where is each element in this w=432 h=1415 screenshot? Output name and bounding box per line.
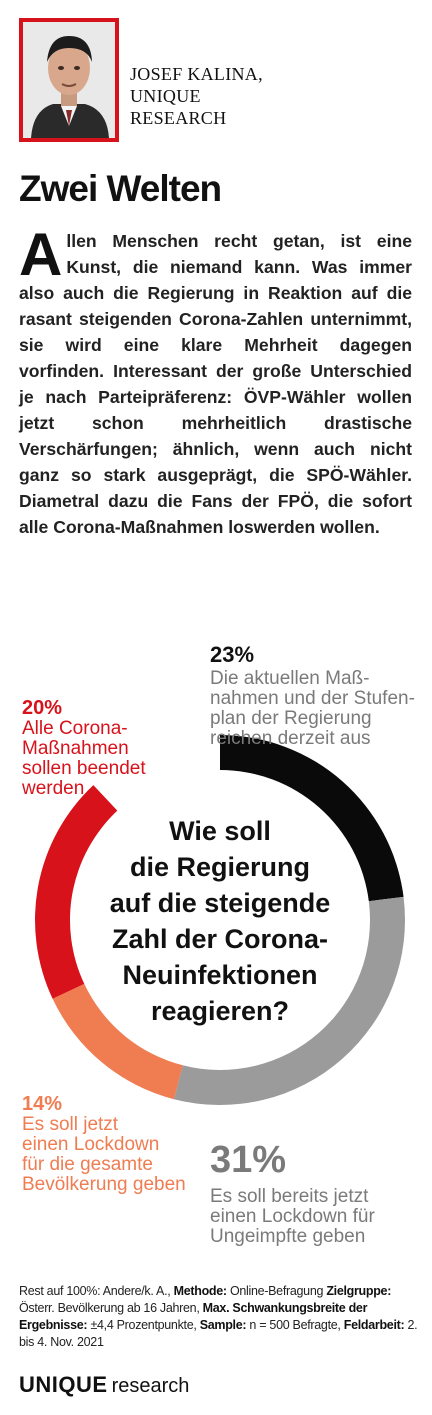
slice-description-line: Die aktuellen Maß- <box>210 668 369 689</box>
survey-footnote: Rest auf 100%: Andere/k. A., Methode: On… <box>19 1283 419 1351</box>
center-title-line: auf die steigende <box>110 888 331 918</box>
slice-description-line: sollen beendet <box>22 758 146 779</box>
slice-description-line: nahmen und der Stufen- <box>210 688 415 709</box>
footnote-feldarbeit-label: Feldarbeit: <box>343 1318 405 1332</box>
slice-description-line: Alle Corona- <box>22 718 128 739</box>
slice-description-line: Es soll jetzt <box>22 1114 119 1135</box>
donut-chart: Wie soll die Regierung auf die steigende Za… <box>21 642 415 1247</box>
footnote-methode-label: Methode: <box>173 1284 227 1298</box>
slice-description-line: einen Lockdown <box>22 1134 159 1155</box>
logo-research: research <box>111 1375 190 1397</box>
center-title-line: reagieren? <box>151 996 289 1026</box>
author-photo <box>19 18 119 142</box>
donut-slice-31-percent <box>173 896 406 1105</box>
slice-labels: 23%Die aktuellen Maß-nahmen und der Stuf… <box>21 642 415 1247</box>
slice-percent-label: 31% <box>210 1139 286 1181</box>
donut-slices <box>34 735 406 1105</box>
footnote-sample-label: Sample: <box>199 1318 247 1332</box>
author-org-line1: UNIQUE <box>130 86 201 106</box>
slice-label-23-percent: 23%Die aktuellen Maß-nahmen und der Stuf… <box>210 642 415 749</box>
footnote-zielgruppe: Österr. Bevölkerung ab 16 Jahren, <box>19 1301 203 1315</box>
footnote-zielgruppe-label: Zielgruppe: <box>326 1284 392 1298</box>
footnote-max: ±4,4 Prozentpunkte, <box>87 1318 197 1332</box>
donut-slice-23-percent <box>220 735 404 902</box>
footnote-max-label: Max. Schwankungsbreite der Ergebnisse: <box>19 1301 368 1332</box>
author-byline: JOSEF KALINA, UNIQUE RESEARCH <box>130 63 350 129</box>
slice-percent-label: 20% <box>22 697 62 719</box>
slice-description-line: werden <box>21 778 84 799</box>
slice-description-line: Bevölkerung geben <box>22 1174 186 1195</box>
footnote-feldarbeit: 2. bis 4. Nov. 2021 <box>19 1318 418 1349</box>
donut-slice-20-percent <box>34 785 118 999</box>
slice-percent-label: 23% <box>210 642 254 667</box>
logo-unique: UNIQUE <box>19 1372 108 1397</box>
donut-slice-14-percent <box>52 983 183 1100</box>
center-title-line: Zahl der Corona- <box>112 924 328 954</box>
footnote-sample: n = 500 Befragte, <box>246 1318 344 1332</box>
author-name: JOSEF KALINA, <box>130 64 263 84</box>
slice-description-line: plan der Regierung <box>210 708 372 729</box>
slice-description-line: für die gesamte <box>22 1154 153 1175</box>
slice-description-line: Ungeimpfte geben <box>210 1226 365 1247</box>
dropcap: A <box>19 221 63 288</box>
slice-description-line: Maßnahmen <box>22 738 129 759</box>
center-title-line: die Regierung <box>130 852 310 882</box>
center-title-line: Neuinfektionen <box>122 960 317 990</box>
footnote-methode: Online-Befragung <box>226 1284 324 1298</box>
center-title-line: Wie soll <box>169 816 271 846</box>
chart-center-title: Wie soll die Regierung auf die steigende Za… <box>110 816 331 1026</box>
unique-research-logo: UNIQUE research <box>19 1372 319 1402</box>
author-org-line2: RESEARCH <box>130 108 227 128</box>
portrait-image <box>23 22 115 138</box>
slice-description-line: Es soll bereits jetzt <box>210 1186 369 1207</box>
slice-percent-label: 14% <box>22 1093 62 1115</box>
intro-text: llen Menschen recht getan, ist eine Kuns… <box>19 231 412 537</box>
headline: Zwei Welten <box>19 168 222 209</box>
slice-description-line: reichen derzeit aus <box>210 728 371 749</box>
footnote-rest: Rest auf 100%: Andere/k. A., <box>19 1284 174 1298</box>
slice-description-line: einen Lockdown für <box>210 1206 375 1227</box>
